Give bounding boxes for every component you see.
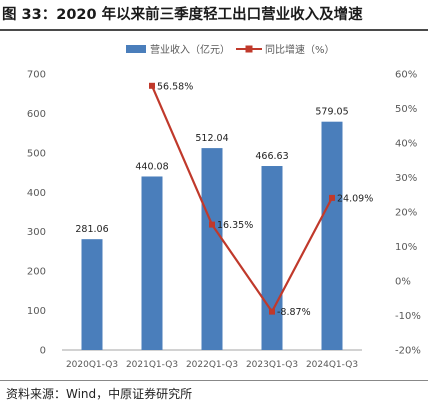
- left-tick-label: 300: [27, 227, 46, 238]
- growth-line: [150, 85, 333, 313]
- x-tick-label: 2020Q1-Q3: [66, 360, 118, 370]
- right-tick-label: -10%: [395, 311, 421, 322]
- left-tick-label: 100: [27, 306, 46, 317]
- x-tick-label: 2023Q1-Q3: [246, 360, 298, 370]
- x-tick-label: 2021Q1-Q3: [126, 360, 178, 370]
- right-tick-label: 50%: [395, 104, 417, 115]
- growth-point: [329, 194, 335, 201]
- right-tick-label: 40%: [395, 139, 417, 150]
- right-tick-label: -20%: [395, 346, 421, 357]
- left-tick-label: 500: [27, 148, 46, 159]
- legend-line-label: 同比增速（%）: [265, 43, 335, 56]
- growth-point: [149, 82, 155, 89]
- combo-chart: 营业收入（亿元） 同比增速（%） 0 100 200 300 400 500 600 700 -…: [27, 43, 421, 370]
- growth-point-label: 56.58%: [157, 81, 193, 92]
- right-y-axis: -20% -10% 0% 10% 20% 30% 40% 50% 60%: [395, 70, 421, 357]
- left-y-axis: 0 100 200 300 400 500 600 700: [27, 70, 46, 357]
- revenue-bar: [81, 239, 103, 350]
- right-tick-label: 0%: [395, 277, 411, 288]
- growth-point-label: 16.35%: [217, 220, 253, 231]
- revenue-bar-label: 512.04: [195, 133, 228, 144]
- x-tick-label: 2024Q1-Q3: [306, 360, 358, 370]
- revenue-bar: [201, 148, 223, 350]
- figure-title: 图 33：2020 年以来前三季度轻工出口营业收入及增速: [2, 7, 363, 23]
- source-note: 资料来源：Wind，中原证券研究所: [6, 387, 193, 401]
- title-divider: [0, 29, 428, 31]
- revenue-bar: [141, 176, 163, 350]
- line-series: [149, 82, 335, 315]
- left-tick-label: 600: [27, 109, 46, 120]
- right-tick-label: 10%: [395, 242, 417, 253]
- revenue-bar: [261, 166, 283, 350]
- legend-bar-swatch: [126, 45, 146, 53]
- chart-legend: 营业收入（亿元） 同比增速（%）: [126, 43, 335, 56]
- right-tick-label: 20%: [395, 208, 417, 219]
- revenue-bar-label: 440.08: [135, 161, 168, 172]
- revenue-bar-label: 281.06: [75, 224, 108, 235]
- growth-point: [269, 308, 275, 315]
- x-tick-label: 2022Q1-Q3: [186, 360, 238, 370]
- left-tick-label: 700: [27, 70, 46, 81]
- growth-point: [209, 221, 215, 228]
- left-tick-label: 0: [40, 346, 46, 357]
- left-tick-label: 200: [27, 267, 46, 278]
- legend-bar-label: 营业收入（亿元）: [150, 43, 230, 56]
- left-tick-label: 400: [27, 188, 46, 199]
- data-labels: 281.06 440.08 512.04 466.63 579.05 56.58% 16.3…: [75, 81, 373, 318]
- revenue-bar: [321, 121, 343, 350]
- revenue-bar-label: 466.63: [255, 151, 288, 162]
- growth-point-label: -8.87%: [277, 307, 311, 318]
- right-tick-label: 60%: [395, 70, 417, 81]
- legend-line-marker: [245, 45, 253, 53]
- source-divider: [0, 380, 428, 381]
- x-axis: 2020Q1-Q3 2021Q1-Q3 2022Q1-Q3 2023Q1-Q3 2024…: [62, 349, 362, 370]
- revenue-bar-label: 579.05: [315, 107, 348, 118]
- growth-point-label: 24.09%: [337, 193, 373, 204]
- right-tick-label: 30%: [395, 173, 417, 184]
